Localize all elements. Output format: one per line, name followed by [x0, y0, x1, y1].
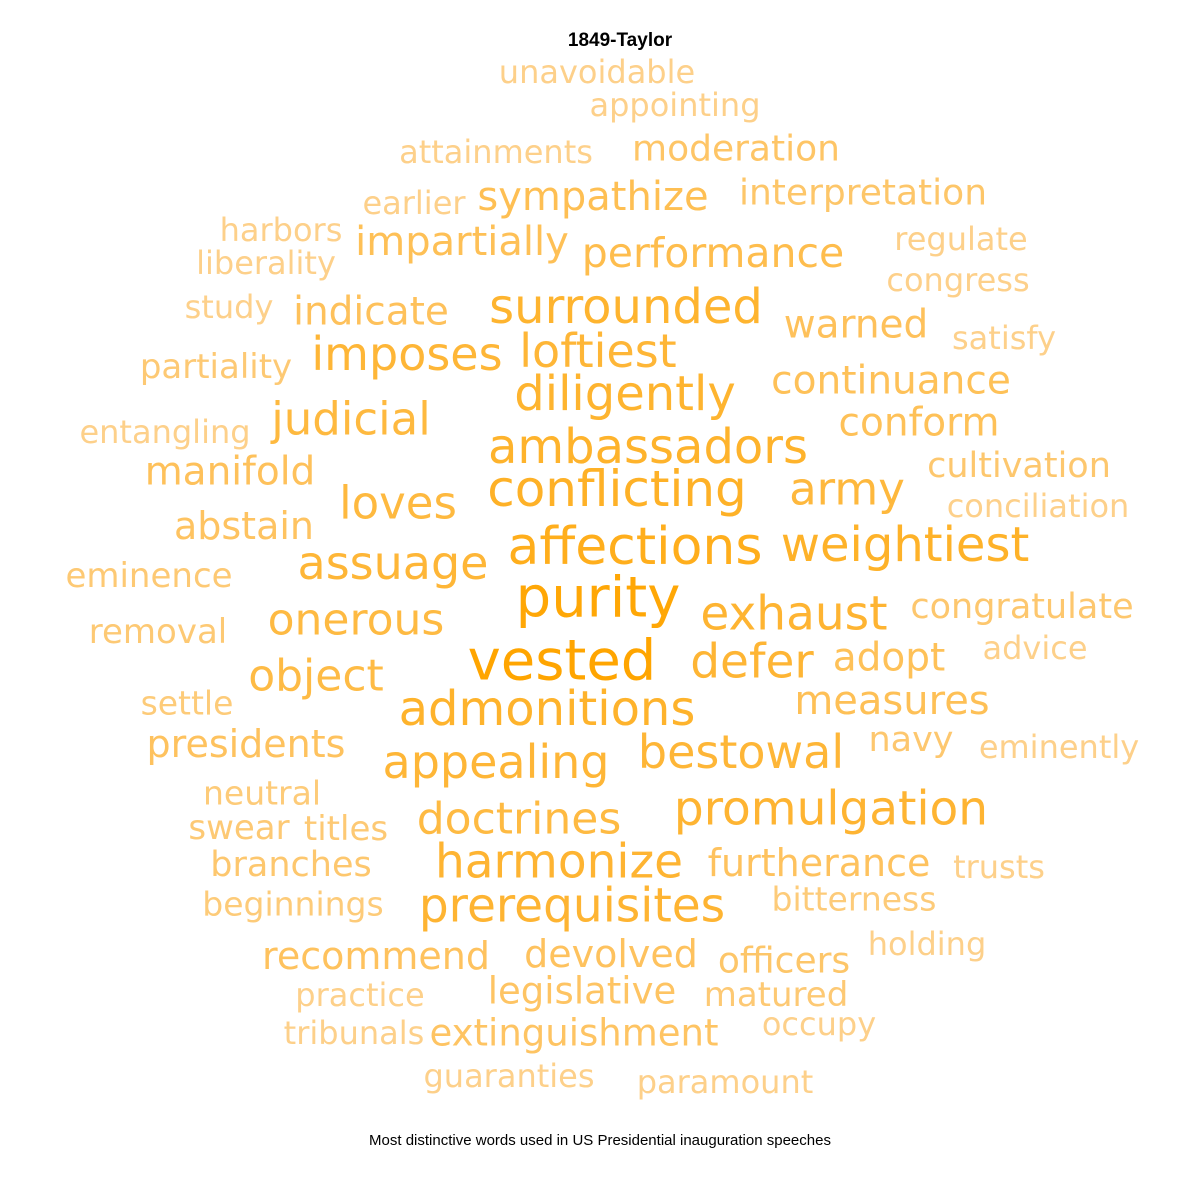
word-eminence: eminence: [65, 556, 232, 596]
word-congress: congress: [886, 261, 1029, 299]
word-object: object: [248, 651, 384, 702]
word-furtherance: furtherance: [708, 841, 931, 885]
word-indicate: indicate: [293, 290, 449, 335]
word-moderation: moderation: [632, 129, 840, 170]
word-purity: purity: [516, 566, 681, 631]
word-imposes: imposes: [311, 327, 502, 381]
word-cultivation: cultivation: [927, 446, 1111, 486]
word-bestowal: bestowal: [638, 725, 844, 779]
word-eminently: eminently: [979, 728, 1139, 766]
word-removal: removal: [89, 612, 227, 652]
word-ambassadors: ambassadors: [488, 419, 808, 475]
word-congratulate: congratulate: [910, 587, 1133, 627]
word-bitterness: bitterness: [772, 880, 937, 919]
word-recommend: recommend: [262, 934, 490, 978]
word-conflicting: conflicting: [487, 460, 747, 518]
word-regulate: regulate: [894, 220, 1027, 258]
word-defer: defer: [690, 635, 814, 690]
word-manifold: manifold: [145, 450, 316, 495]
word-officers: officers: [718, 941, 850, 982]
word-settle: settle: [141, 684, 234, 723]
word-satisfy: satisfy: [952, 319, 1056, 357]
word-performance: performance: [582, 229, 845, 277]
word-measures: measures: [794, 678, 989, 724]
word-onerous: onerous: [268, 595, 445, 646]
word-admonitions: admonitions: [399, 681, 696, 737]
word-warned: warned: [784, 303, 929, 348]
word-guaranties: guaranties: [423, 1057, 594, 1095]
word-affections: affections: [508, 517, 763, 577]
word-harbors: harbors: [220, 211, 343, 249]
word-entangling: entangling: [79, 413, 250, 451]
word-appealing: appealing: [383, 735, 610, 789]
word-swear: swear: [188, 808, 289, 848]
word-beginnings: beginnings: [202, 885, 383, 924]
chart-caption: Most distinctive words used in US Presid…: [369, 1132, 831, 1149]
word-adopt: adopt: [833, 636, 946, 681]
word-partiality: partiality: [140, 347, 292, 387]
word-harmonize: harmonize: [435, 835, 683, 890]
word-paramount: paramount: [637, 1063, 814, 1101]
word-practice: practice: [295, 976, 424, 1014]
word-assuage: assuage: [298, 536, 489, 590]
word-navy: navy: [868, 720, 953, 760]
word-legislative: legislative: [488, 970, 677, 1013]
word-doctrines: doctrines: [417, 794, 622, 845]
word-presidents: presidents: [147, 722, 346, 766]
word-earlier: earlier: [362, 184, 466, 222]
word-liberality: liberality: [196, 244, 336, 282]
word-loftiest: loftiest: [519, 324, 676, 378]
word-appointing: appointing: [589, 86, 760, 124]
word-matured: matured: [704, 975, 849, 1015]
word-sympathize: sympathize: [477, 174, 708, 220]
word-study: study: [185, 288, 274, 326]
word-weightiest: weightiest: [781, 517, 1030, 573]
chart-title: 1849-Taylor: [567, 30, 673, 51]
word-extinguishment: extinguishment: [430, 1012, 719, 1055]
word-judicial: judicial: [270, 393, 430, 446]
word-conciliation: conciliation: [947, 487, 1130, 525]
word-tribunals: tribunals: [284, 1014, 425, 1052]
word-diligently: diligently: [514, 366, 735, 422]
word-advice: advice: [982, 629, 1087, 667]
word-vested: vested: [468, 629, 657, 694]
word-unavoidable: unavoidable: [499, 53, 695, 91]
word-holding: holding: [868, 925, 987, 963]
word-neutral: neutral: [203, 774, 321, 813]
word-titles: titles: [304, 809, 388, 849]
word-occupy: occupy: [762, 1005, 876, 1043]
word-trusts: trusts: [953, 848, 1045, 886]
word-loves: loves: [339, 477, 457, 530]
word-interpretation: interpretation: [739, 173, 987, 214]
word-abstain: abstain: [174, 504, 314, 548]
word-prerequisites: prerequisites: [419, 879, 725, 934]
word-devolved: devolved: [524, 932, 698, 976]
word-continuance: continuance: [771, 359, 1011, 404]
word-branches: branches: [210, 845, 371, 885]
word-attainments: attainments: [399, 133, 593, 171]
word-promulgation: promulgation: [674, 782, 988, 837]
word-surrounded: surrounded: [489, 279, 763, 335]
word-impartially: impartially: [355, 219, 569, 265]
word-exhaust: exhaust: [700, 587, 887, 642]
word-army: army: [789, 463, 905, 516]
word-conform: conform: [839, 401, 1000, 446]
